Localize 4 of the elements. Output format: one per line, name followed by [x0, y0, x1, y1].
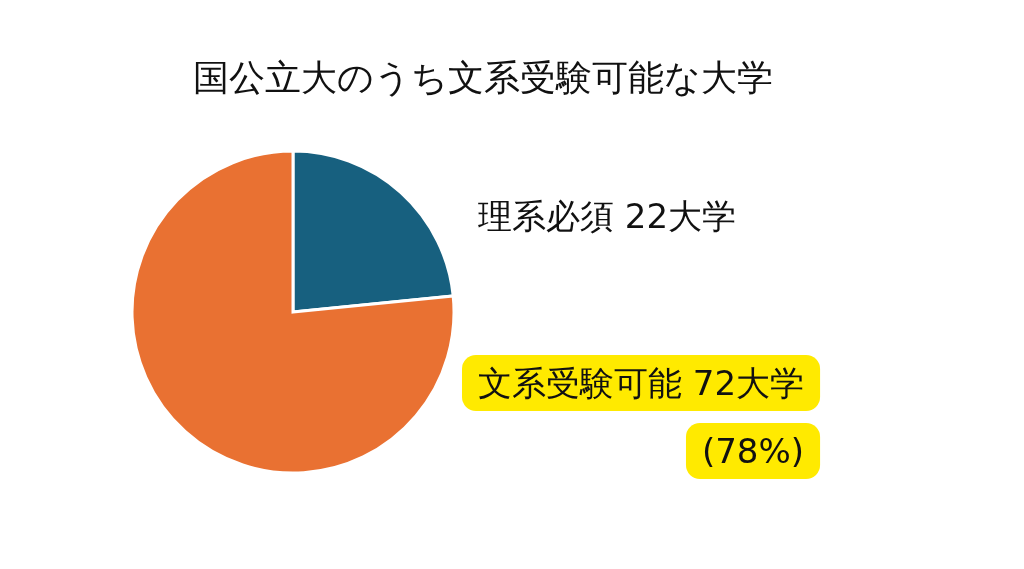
chart-title: 国公立大のうち文系受験可能な大学 — [193, 57, 773, 98]
text: (78%) — [701, 431, 805, 471]
slice-label: 理系必須 22大学 — [478, 196, 737, 236]
slice-label: 文系受験可能 72大学 — [478, 363, 805, 403]
